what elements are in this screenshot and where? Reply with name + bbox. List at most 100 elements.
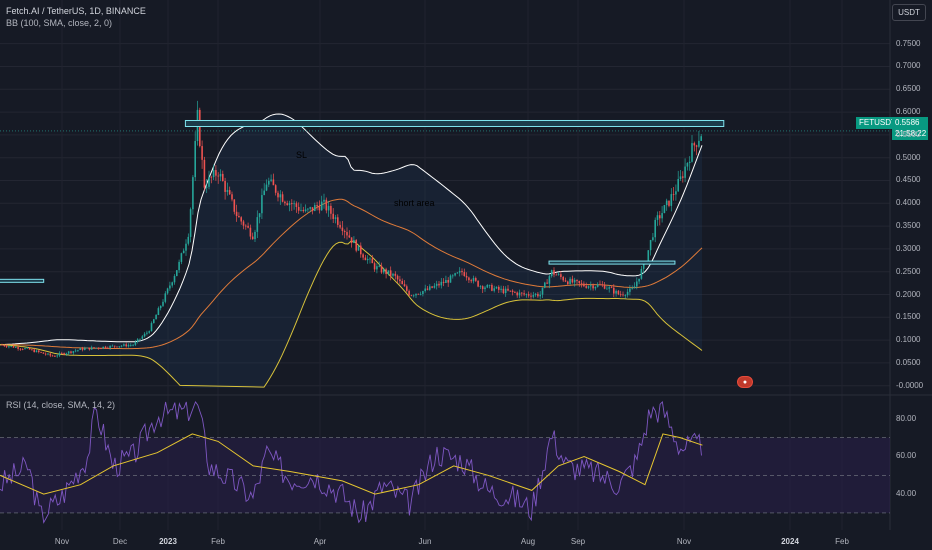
candle-body (599, 284, 601, 286)
candle-body (61, 353, 63, 354)
candle-body (272, 179, 275, 186)
bb-basis-line (0, 198, 703, 350)
candle-body (245, 225, 247, 227)
candle-body (74, 350, 77, 352)
candle-body (19, 348, 22, 350)
candle-body (527, 294, 530, 296)
time-axis-label: Feb (211, 537, 225, 546)
candle-body (392, 273, 394, 276)
candle-body (668, 200, 670, 206)
candle-body (314, 205, 316, 211)
candle-body (679, 176, 682, 179)
candle-body (116, 346, 118, 348)
candle-body (596, 284, 599, 287)
candle-body (399, 279, 401, 282)
time-axis-label: Apr (313, 537, 327, 546)
candle-body (608, 287, 610, 289)
symbol-title: Fetch.AI / TetherUS, 1D, BINANCE (6, 6, 146, 16)
candle-body (49, 353, 52, 356)
candle-body (136, 339, 139, 342)
candle-body (268, 180, 270, 185)
candle-body (93, 347, 95, 349)
candle-body (58, 353, 61, 356)
candle-body (3, 345, 6, 347)
candle-body (81, 348, 84, 350)
bb-upper-line (0, 113, 703, 346)
price-axis-label: 0.2500 (896, 266, 921, 276)
candle-body (47, 353, 49, 355)
currency-button[interactable]: USDT (892, 4, 926, 21)
candle-body (162, 301, 164, 306)
candle-body (107, 347, 109, 349)
candle-body (615, 290, 617, 294)
candle-body (72, 351, 75, 353)
candle-body (5, 346, 8, 347)
candle-body (477, 280, 479, 287)
bb-indicator-label[interactable]: BB (100, SMA, close, 2, 0) (6, 18, 113, 28)
price-axis-label: 0.5000 (896, 152, 921, 162)
last-price-label: 0.5586 (892, 117, 928, 129)
candle-body (422, 291, 424, 294)
candle-body (77, 349, 79, 351)
candle-body (1, 344, 3, 346)
us-flag-event-icon[interactable]: ● (737, 376, 753, 388)
candle-body (511, 290, 514, 293)
candle-body (670, 194, 673, 206)
candle-body (281, 194, 284, 202)
candle-body (130, 344, 132, 346)
candle-body (86, 347, 88, 349)
candle-body (350, 237, 353, 244)
candle-body (219, 173, 222, 177)
candle-body (348, 235, 351, 238)
candle-body (256, 217, 259, 232)
candle-body (88, 347, 91, 350)
candle-body (452, 275, 454, 277)
candle-body (123, 344, 125, 346)
candle-body (21, 349, 24, 350)
candle-body (537, 293, 539, 297)
candle-body (378, 265, 380, 267)
price-axis-label: 0.3000 (896, 243, 921, 253)
candle-body (357, 245, 360, 251)
candle-body (84, 348, 86, 350)
candle-body (573, 279, 576, 283)
candle-body (525, 294, 528, 295)
candle-body (189, 209, 192, 237)
candle-body (682, 176, 684, 178)
candle-body (514, 292, 516, 293)
candle-body (238, 215, 240, 218)
candle-body (159, 305, 162, 309)
rsi-indicator-label[interactable]: RSI (14, close, SMA, 14, 2) (6, 400, 116, 410)
candle-body (486, 284, 489, 288)
candle-body (173, 276, 176, 283)
candle-body (339, 224, 341, 228)
candle-body (488, 284, 491, 286)
candle-body (35, 350, 38, 353)
candle-body (54, 356, 56, 357)
candle-body (111, 345, 114, 347)
candle-body (251, 236, 254, 240)
candle-body (323, 199, 325, 202)
price-axis-label: 0.4500 (896, 175, 921, 185)
candle-body (419, 293, 422, 295)
candle-body (249, 227, 252, 237)
candle-body (332, 213, 334, 219)
candle-body (553, 270, 555, 275)
candle-body (65, 353, 68, 355)
candle-body (15, 347, 17, 348)
candle-body (569, 278, 571, 285)
candle-body (571, 278, 574, 283)
candle-body (484, 287, 486, 290)
candle-body (440, 281, 443, 286)
candle-body (695, 145, 698, 147)
candle-body (463, 272, 466, 276)
candle-body (406, 286, 408, 291)
candle-body (334, 217, 337, 219)
price-axis-label: 0.0500 (896, 357, 921, 367)
price-axis-label: 0.6500 (896, 84, 921, 94)
candle-body (502, 288, 505, 294)
candle-body (157, 308, 160, 315)
candle-body (412, 295, 415, 297)
candle-body (222, 173, 224, 181)
